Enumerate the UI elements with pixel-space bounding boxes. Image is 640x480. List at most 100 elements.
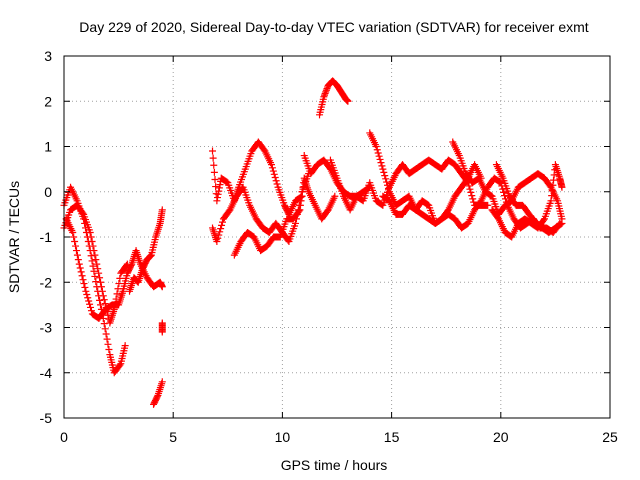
data-point <box>89 262 97 270</box>
data-point <box>469 195 477 203</box>
data-point <box>271 174 279 182</box>
data-point <box>382 175 390 183</box>
data-point <box>547 197 555 205</box>
data-point <box>158 283 166 291</box>
y-tick-label: -5 <box>40 410 53 426</box>
data-point <box>218 221 226 229</box>
data-point <box>295 207 303 215</box>
y-tick-label: -2 <box>40 274 53 290</box>
y-tick-label: 2 <box>44 93 52 109</box>
data-point <box>115 280 123 288</box>
data-point <box>211 175 219 183</box>
chart-title: Day 229 of 2020, Sidereal Day-to-day VTE… <box>79 19 588 35</box>
data-point <box>86 228 94 236</box>
series-track-p <box>492 161 566 236</box>
data-point <box>269 167 277 175</box>
data-point <box>97 301 105 309</box>
data-point <box>103 335 111 343</box>
data-point <box>379 165 387 173</box>
data-point <box>75 260 83 268</box>
data-point <box>210 168 218 176</box>
y-tick-labels: -5 -4 -3 -2 -1 0 1 2 3 <box>40 48 53 426</box>
data-point <box>87 303 95 311</box>
data-point <box>373 146 381 154</box>
data-point <box>153 393 161 401</box>
data-point <box>468 192 476 200</box>
data-point <box>376 155 384 163</box>
y-tick-label: 0 <box>44 184 52 200</box>
y-tick-label: -1 <box>40 229 53 245</box>
data-point <box>89 242 97 250</box>
data-point <box>214 194 222 202</box>
data-point <box>94 265 102 273</box>
data-point <box>147 252 155 260</box>
y-tick-label: -3 <box>40 320 53 336</box>
data-point <box>270 170 278 178</box>
data-point <box>87 252 95 260</box>
data-point <box>92 256 100 264</box>
data-point <box>216 181 224 189</box>
data-point <box>98 287 106 295</box>
series-track-k <box>316 77 352 119</box>
data-point <box>79 209 87 217</box>
data-point <box>158 378 166 386</box>
data-points <box>60 77 566 408</box>
data-point <box>74 256 82 264</box>
data-point <box>383 178 391 186</box>
data-point <box>372 143 380 150</box>
data-point <box>209 154 217 162</box>
data-point <box>296 206 304 214</box>
x-tick-label: 0 <box>60 429 68 445</box>
data-point <box>215 187 223 195</box>
data-point <box>116 274 124 282</box>
data-point <box>92 278 100 286</box>
data-point <box>158 328 166 336</box>
data-point <box>84 294 92 302</box>
data-point <box>496 178 504 186</box>
series-track-e <box>158 319 166 336</box>
x-tick-label: 15 <box>384 429 400 445</box>
data-point <box>96 296 104 304</box>
data-point <box>558 219 566 227</box>
data-point <box>298 192 306 200</box>
data-point <box>217 225 225 233</box>
data-point <box>87 233 95 241</box>
data-point <box>321 91 329 99</box>
data-point <box>296 201 304 209</box>
data-point <box>76 264 84 272</box>
data-point <box>548 186 556 194</box>
y-tick-label: 3 <box>44 48 52 64</box>
data-point <box>299 183 307 191</box>
data-point <box>97 278 105 286</box>
series-track-n <box>379 174 564 236</box>
x-tick-label: 5 <box>169 429 177 445</box>
x-tick-label: 25 <box>602 429 618 445</box>
data-point <box>87 307 95 315</box>
data-point <box>267 161 275 169</box>
data-point <box>465 182 473 190</box>
data-point <box>292 219 300 227</box>
data-point <box>95 269 103 277</box>
data-point <box>78 272 86 280</box>
data-point <box>321 89 329 97</box>
data-point <box>69 228 77 236</box>
data-point <box>72 242 80 250</box>
data-point <box>548 192 556 200</box>
data-point <box>105 345 113 353</box>
data-point <box>102 330 110 338</box>
data-point <box>501 192 509 200</box>
data-point <box>88 257 96 265</box>
data-point <box>100 296 108 304</box>
data-point <box>320 93 328 101</box>
data-point <box>72 247 80 255</box>
data-point <box>381 172 389 180</box>
data-point <box>96 274 104 282</box>
data-point <box>158 206 166 214</box>
data-point <box>467 188 475 196</box>
data-point <box>550 176 558 184</box>
data-point <box>540 216 548 224</box>
data-point <box>104 340 112 348</box>
series-track-d <box>126 206 166 295</box>
data-point <box>215 184 223 192</box>
